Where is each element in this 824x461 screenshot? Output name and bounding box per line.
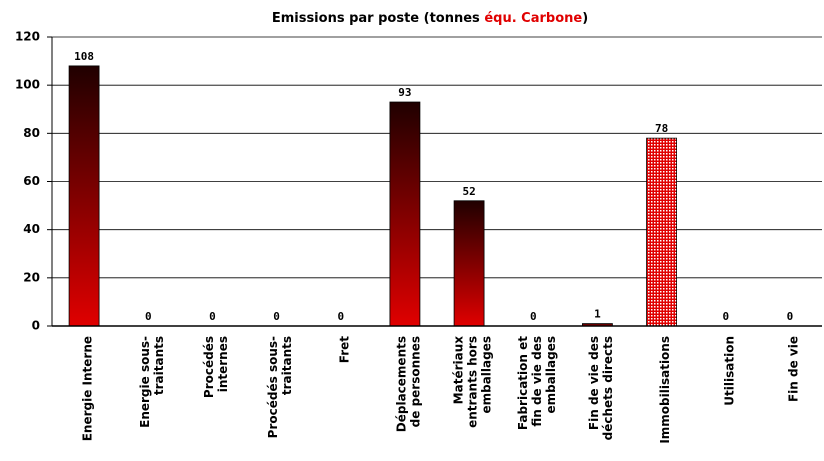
bar — [453, 200, 485, 327]
bar — [646, 137, 677, 327]
x-tick-label: Matériaux — [452, 336, 466, 405]
title-part: Emissions par poste (tonnes — [272, 11, 485, 26]
x-tick-label: Procédés sous- — [266, 336, 280, 438]
x-tick-label: Fin de vie — [786, 336, 800, 402]
x-tick-label: emballages — [544, 336, 558, 414]
x-tick-label: Energie Interne — [81, 336, 95, 441]
value-label: 0 — [530, 310, 537, 323]
bar — [68, 65, 100, 327]
x-tick-label: Déplacements — [394, 336, 408, 432]
x-tick-label: Fabrication et — [516, 336, 530, 430]
x-tick-label: Immobilisations — [658, 336, 672, 444]
x-tick-label: Energie sous- — [138, 336, 152, 428]
bar — [389, 101, 421, 327]
x-tick-label: Fin de vie des — [587, 336, 601, 430]
value-label: 78 — [655, 122, 668, 135]
y-tick-label: 100 — [15, 78, 40, 92]
x-tick-label: traitants — [152, 336, 166, 395]
x-tick-label: fin de vie des — [530, 336, 544, 427]
value-label: 1 — [594, 308, 601, 321]
y-tick-label: 0 — [32, 319, 40, 333]
value-label: 0 — [209, 310, 216, 323]
x-tick-label: entrants hors — [466, 336, 480, 428]
y-tick-label: 40 — [23, 222, 40, 236]
x-tick-label: Procédés — [202, 336, 216, 398]
value-label: 52 — [462, 185, 475, 198]
title-part: équ. Carbone — [484, 11, 582, 26]
y-tick-label: 120 — [15, 30, 40, 44]
x-tick-label: Utilisation — [722, 336, 736, 406]
value-label: 93 — [398, 86, 411, 99]
y-tick-label: 60 — [23, 174, 40, 188]
title-part: ) — [582, 11, 588, 26]
y-tick-label: 20 — [23, 270, 40, 284]
x-tick-label: traitants — [280, 336, 294, 395]
y-tick-label: 80 — [23, 126, 40, 140]
value-label: 0 — [273, 310, 280, 323]
value-label: 0 — [722, 310, 729, 323]
value-label: 0 — [337, 310, 344, 323]
x-tick-label: internes — [216, 336, 230, 392]
x-tick-label: déchets directs — [601, 336, 615, 440]
x-tick-label: Fret — [337, 336, 351, 363]
value-label: 0 — [787, 310, 794, 323]
value-label: 0 — [145, 310, 152, 323]
x-tick-label: emballages — [480, 336, 494, 414]
chart-title: Emissions par poste (tonnes équ. Carbone… — [272, 11, 588, 26]
x-tick-label: de personnes — [408, 336, 422, 427]
value-label: 108 — [74, 50, 94, 63]
